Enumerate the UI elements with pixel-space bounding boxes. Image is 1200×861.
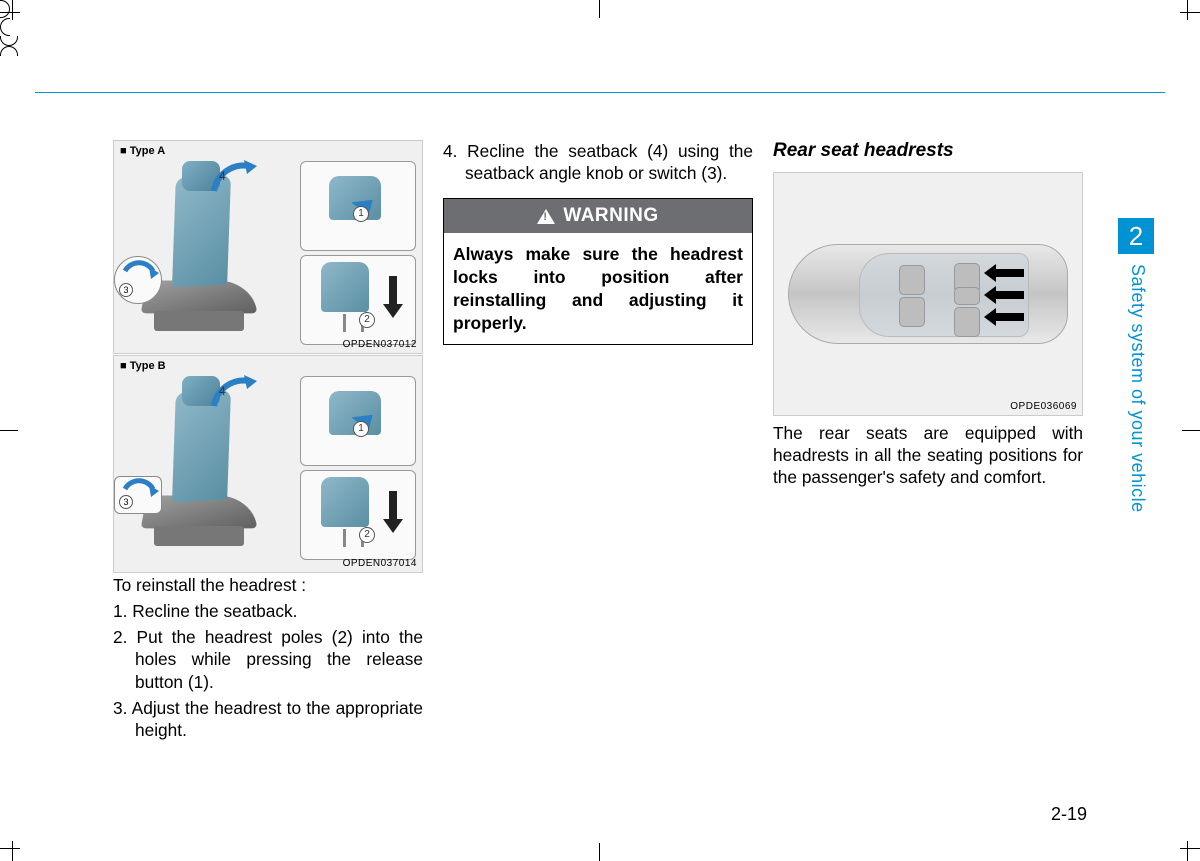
- callout-number-1: 1: [353, 206, 369, 222]
- figure-code: OPDEN037012: [343, 339, 417, 350]
- headrest-arrow-icon: [994, 269, 1024, 277]
- headrest-arrow-icon: [994, 313, 1024, 321]
- column-right: Rear seat headrests OPDE036069 The rear …: [773, 140, 1083, 745]
- crop-mark: [1180, 848, 1200, 849]
- step-2: 2. Put the headrest poles (2) into the h…: [113, 626, 423, 692]
- callout-number-3: 3: [119, 283, 133, 297]
- page-number: 2-19: [1051, 804, 1087, 825]
- warning-header: WARNING: [444, 199, 752, 233]
- crop-mark: [0, 36, 18, 46]
- figure-code: OPDE036069: [1010, 401, 1077, 412]
- figure-type-b: ■ Type B 3: [113, 355, 423, 573]
- chapter-tab: 2: [1118, 218, 1154, 254]
- crop-mark: [0, 430, 18, 431]
- header-rule: [35, 92, 1165, 93]
- callout-number-3: 3: [119, 495, 133, 509]
- callout-number-2: 2: [359, 312, 375, 328]
- crop-mark: [1187, 841, 1188, 861]
- crop-mark: [0, 0, 10, 18]
- warning-header-label: WARNING: [563, 205, 658, 227]
- crop-mark: [599, 0, 600, 18]
- rear-seat-text: The rear seats are equipped with headres…: [773, 422, 1083, 488]
- crop-mark: [1187, 0, 1188, 20]
- step-4: 4. Recline the seatback (4) using the se…: [443, 140, 753, 184]
- figure-type-a: ■ Type A 3: [113, 140, 423, 354]
- figure-callout-1: 1: [300, 161, 416, 251]
- seat-illustration: 3 4: [124, 161, 294, 341]
- instructions-text: To reinstall the headrest : 1. Recline t…: [113, 574, 423, 741]
- crop-mark: [12, 0, 13, 20]
- column-middle: 4. Recline the seatback (4) using the se…: [443, 140, 753, 745]
- car-top-view-illustration: [774, 173, 1082, 415]
- rear-seat-heading: Rear seat headrests: [773, 140, 1083, 162]
- warning-body: Always make sure the headrest locks into…: [444, 233, 752, 344]
- callout-number-1: 1: [353, 421, 369, 437]
- step-4-text: 4. Recline the seatback (4) using the se…: [443, 140, 753, 184]
- crop-mark: [12, 841, 13, 861]
- crop-mark: [599, 843, 600, 861]
- figure-callout-2: 2: [300, 470, 416, 560]
- section-title-vertical: Safety system of your vehicle: [1127, 264, 1148, 513]
- crop-mark: [0, 18, 10, 36]
- intro-line: To reinstall the headrest :: [113, 574, 423, 596]
- figure-callout-1: 1: [300, 376, 416, 466]
- figure-code: OPDEN037014: [343, 558, 417, 569]
- figure-callout-2: 2: [300, 255, 416, 345]
- crop-mark: [1180, 12, 1200, 13]
- warning-icon: [537, 209, 555, 224]
- figure-type-label: ■ Type A: [120, 145, 165, 157]
- crop-mark: [0, 46, 18, 56]
- crop-mark: [1182, 430, 1200, 431]
- callout-number-4: 4: [219, 169, 226, 183]
- headrest-arrow-icon: [994, 291, 1024, 299]
- crop-mark: [0, 848, 20, 849]
- page-content: ■ Type A 3: [113, 140, 1088, 745]
- step-3: 3. Adjust the headrest to the appropriat…: [113, 697, 423, 741]
- figure-rear-headrests: OPDE036069: [773, 172, 1083, 416]
- warning-box: WARNING Always make sure the headrest lo…: [443, 198, 753, 345]
- callout-number-4: 4: [219, 384, 226, 398]
- callout-number-2: 2: [359, 527, 375, 543]
- step-1: 1. Recline the seatback.: [113, 600, 423, 622]
- seat-illustration: 3 4: [124, 376, 294, 556]
- column-left: ■ Type A 3: [113, 140, 423, 745]
- figure-type-label: ■ Type B: [120, 360, 166, 372]
- crop-mark: [0, 12, 20, 13]
